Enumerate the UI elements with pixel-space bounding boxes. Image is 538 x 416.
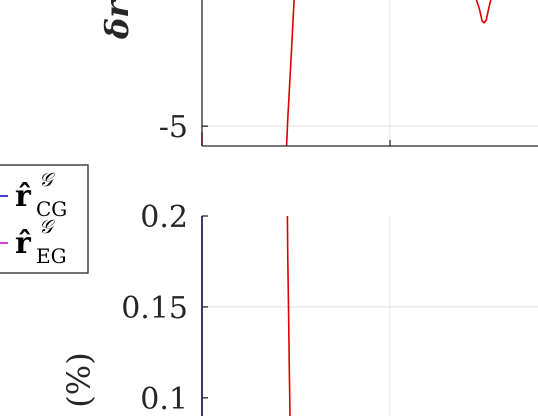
y-tick-label: -5 bbox=[159, 110, 188, 145]
series-line bbox=[285, 0, 295, 147]
legend-entry: r̂ 𝒢 EG bbox=[0, 216, 67, 268]
legend-label-sup: 𝒢 bbox=[39, 169, 56, 191]
series-line bbox=[286, 215, 291, 416]
top-axes-ylabel: δr bbox=[98, 0, 136, 40]
legend: r̂ 𝒢 CG r̂ 𝒢 EG bbox=[0, 164, 89, 274]
bottom-axes-grid bbox=[202, 216, 538, 416]
legend-label-sub: CG bbox=[36, 197, 67, 221]
legend-label-base: r̂ bbox=[15, 179, 32, 214]
top-axes-grid bbox=[202, 0, 538, 146]
bottom-axes-ticks: 0.2 0.15 0.1 bbox=[121, 200, 208, 416]
series-line bbox=[475, 0, 492, 24]
y-tick-label: 0.1 bbox=[140, 382, 188, 416]
legend-label-sup: 𝒢 bbox=[39, 216, 56, 238]
bottom-axes-lines bbox=[201, 215, 291, 416]
y-tick-label: 0.2 bbox=[140, 200, 188, 235]
bottom-axes: 0.2 0.15 0.1 (%) bbox=[60, 200, 538, 416]
legend-box bbox=[0, 164, 89, 274]
bottom-axes-ylabel: (%) bbox=[60, 352, 98, 407]
top-axes: -5 δr bbox=[98, 0, 538, 147]
legend-label-sub: EG bbox=[36, 244, 67, 268]
top-axes-ticks: -5 bbox=[159, 110, 391, 146]
y-tick-label: 0.15 bbox=[121, 291, 188, 326]
top-axes-lines bbox=[201, 0, 492, 147]
legend-label-base: r̂ bbox=[15, 226, 32, 261]
legend-entry: r̂ 𝒢 CG bbox=[0, 169, 67, 221]
